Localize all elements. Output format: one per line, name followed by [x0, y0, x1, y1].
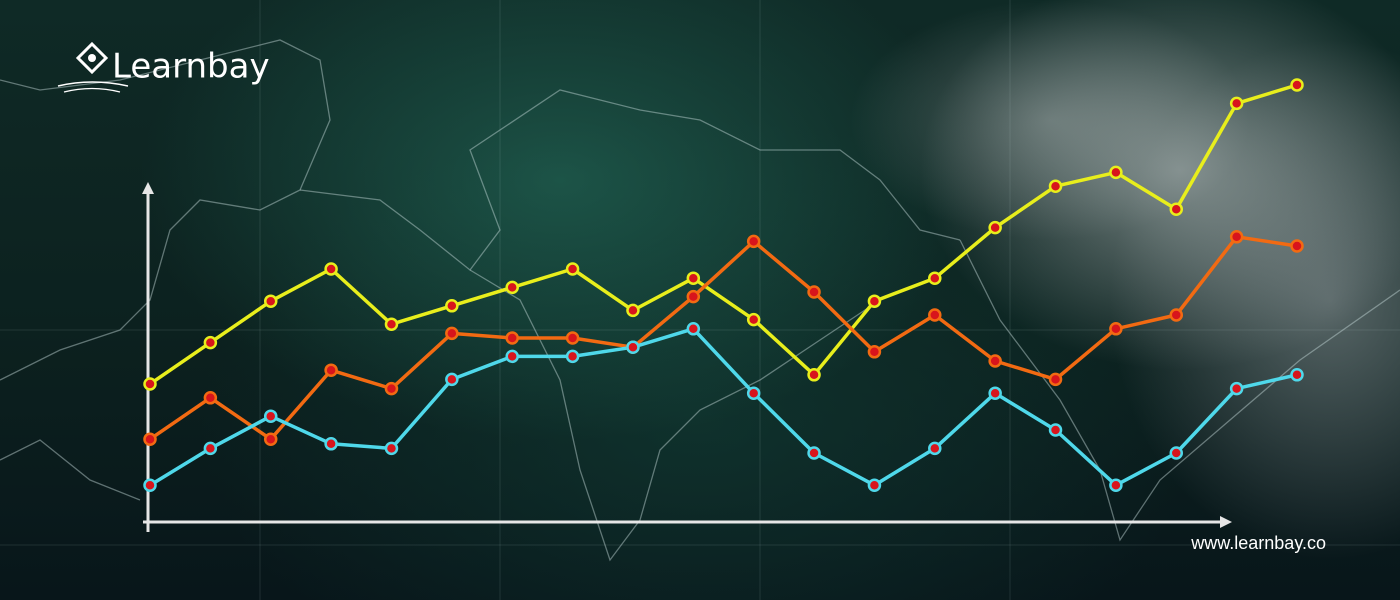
point	[263, 432, 278, 446]
point	[1048, 423, 1063, 437]
series-line	[149, 235, 1298, 441]
point	[686, 271, 701, 285]
point	[1048, 179, 1063, 193]
point	[505, 349, 519, 364]
point	[626, 303, 640, 318]
point	[867, 478, 882, 492]
point	[867, 294, 882, 308]
logo-icon	[57, 41, 129, 93]
point	[1169, 202, 1184, 216]
point	[746, 312, 761, 327]
point	[203, 335, 218, 350]
point	[324, 363, 338, 377]
point	[384, 441, 399, 456]
point	[746, 234, 761, 249]
point	[143, 478, 157, 492]
point	[807, 446, 821, 460]
point	[626, 340, 640, 354]
point	[746, 386, 761, 400]
axes	[142, 182, 1232, 532]
point	[384, 381, 399, 396]
url: www.learnbay.co	[1190, 533, 1326, 553]
point	[867, 345, 882, 359]
point	[686, 289, 701, 304]
point	[445, 299, 459, 313]
point	[324, 437, 338, 451]
point	[203, 441, 218, 456]
point	[988, 354, 1002, 368]
point	[1048, 372, 1063, 387]
point	[928, 271, 942, 285]
point	[1169, 446, 1184, 460]
point	[1290, 239, 1304, 253]
point	[1229, 96, 1244, 111]
point	[324, 262, 338, 276]
point	[565, 262, 580, 276]
point	[445, 326, 459, 341]
point	[505, 280, 519, 295]
point	[686, 322, 701, 336]
point	[1109, 478, 1123, 492]
point	[988, 386, 1002, 400]
point	[445, 372, 459, 387]
point	[988, 220, 1002, 235]
point	[1109, 322, 1123, 336]
point	[1290, 78, 1304, 92]
point	[384, 317, 399, 331]
point	[263, 294, 278, 308]
point	[143, 432, 157, 446]
point	[1169, 308, 1184, 322]
point	[1229, 230, 1244, 244]
series-line	[149, 83, 1298, 386]
point	[505, 331, 519, 345]
point	[1109, 165, 1123, 180]
point	[565, 331, 580, 345]
point	[263, 409, 278, 423]
point	[1290, 368, 1304, 382]
point	[143, 377, 157, 391]
point	[928, 441, 942, 456]
point	[1229, 381, 1244, 396]
series-line	[149, 327, 1298, 487]
point	[807, 285, 821, 299]
brand: Learnbay	[112, 47, 270, 87]
point	[203, 391, 218, 405]
point	[565, 349, 580, 364]
point	[807, 368, 821, 382]
point	[928, 308, 942, 322]
